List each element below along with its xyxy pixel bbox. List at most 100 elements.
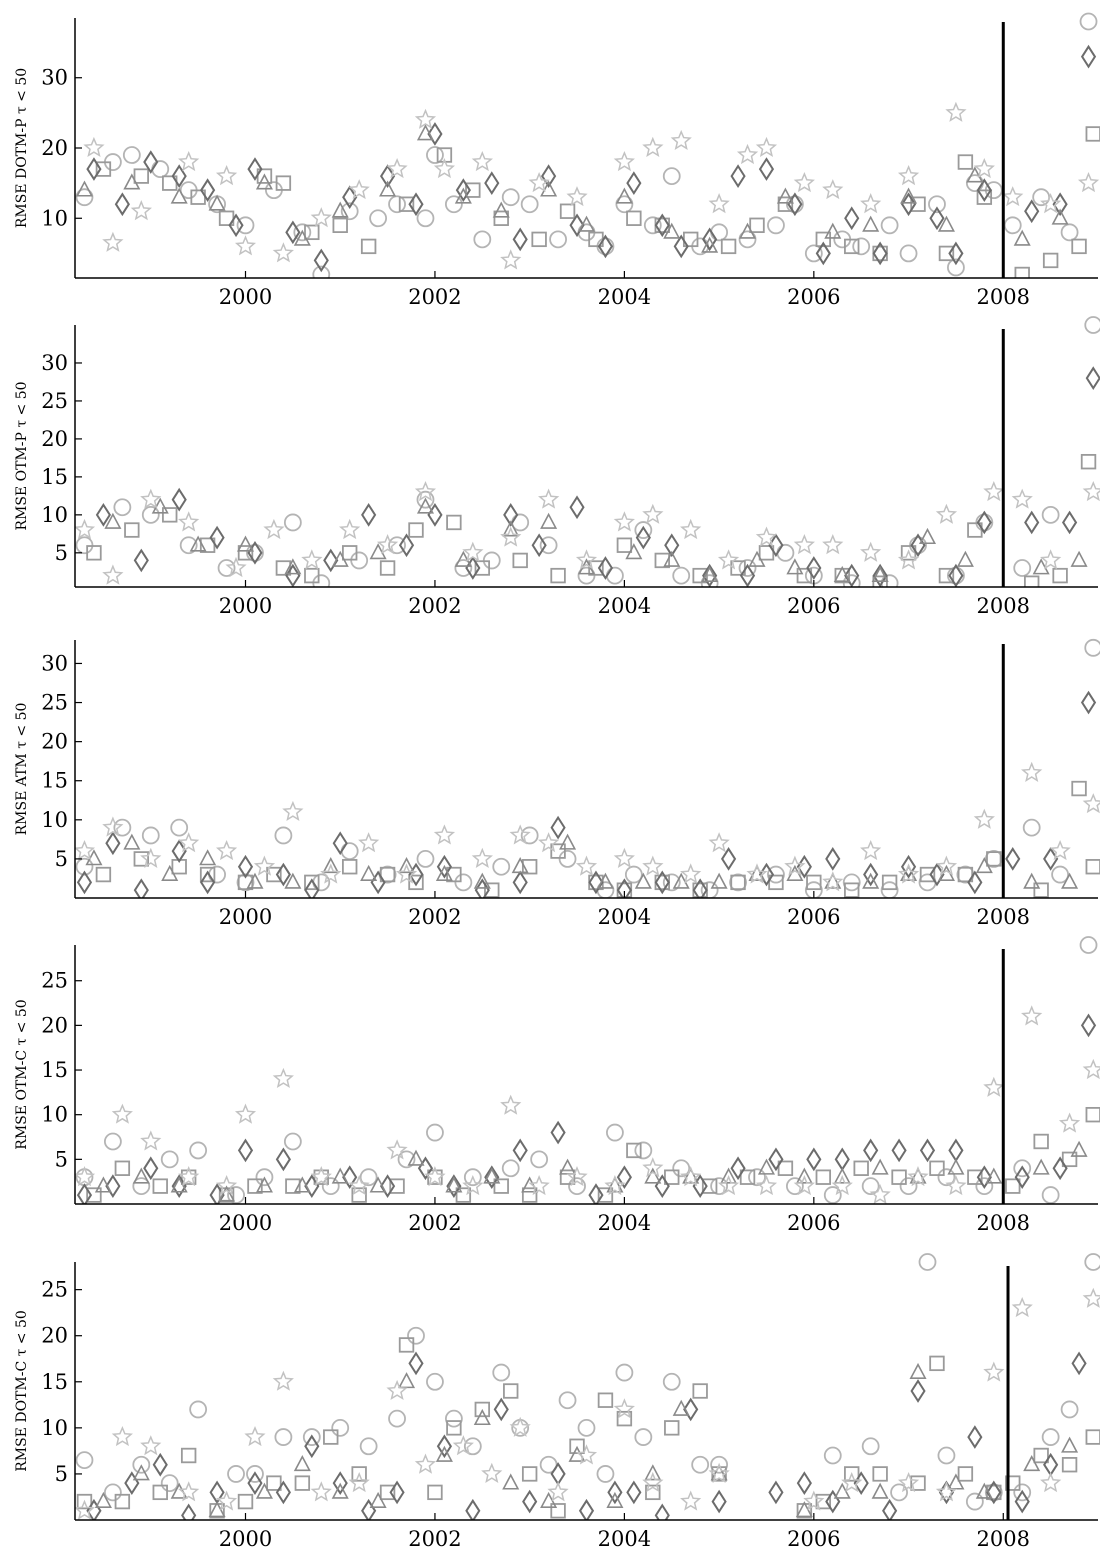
point-diamond <box>446 1174 462 1198</box>
point-diamond <box>825 847 841 871</box>
point-triangle <box>682 1167 700 1184</box>
point-star <box>1049 839 1071 861</box>
point-star <box>1040 1471 1062 1493</box>
point-star <box>784 855 806 876</box>
point-triangle <box>947 1473 965 1490</box>
point-star <box>102 231 124 252</box>
point-triangle <box>360 864 378 881</box>
point-triangle <box>331 1167 349 1184</box>
point-star <box>736 143 759 165</box>
y-tick-label: 5 <box>55 1462 68 1486</box>
point-triangle <box>615 187 633 204</box>
point-square <box>626 210 642 226</box>
point-diamond <box>114 192 130 217</box>
point-triangle <box>502 1473 520 1490</box>
point-circle <box>416 490 435 509</box>
point-diamond <box>588 1183 604 1204</box>
point-diamond <box>702 563 718 587</box>
point-triangle <box>540 180 558 197</box>
point-square <box>1080 453 1097 470</box>
point-star <box>215 839 238 861</box>
point-square <box>910 1475 926 1491</box>
point-square <box>626 1142 642 1159</box>
point-diamond <box>389 1480 405 1505</box>
point-square <box>398 196 415 212</box>
point-circle <box>501 1159 520 1178</box>
point-triangle <box>397 857 416 874</box>
point-square <box>692 1383 708 1399</box>
point-star <box>538 488 560 509</box>
point-circle <box>937 1168 956 1187</box>
point-diamond <box>626 171 642 195</box>
point-star <box>414 108 437 129</box>
point-triangle <box>379 180 397 197</box>
point-diamond <box>152 1452 168 1477</box>
point-circle <box>785 1177 804 1196</box>
point-star <box>613 847 635 869</box>
point-circle <box>615 195 634 214</box>
point-circle <box>151 160 170 178</box>
point-diamond <box>919 1138 936 1163</box>
y-tick-label: 10 <box>41 808 68 832</box>
point-triangle <box>331 201 349 218</box>
point-square <box>654 874 670 891</box>
point-diamond <box>758 157 775 181</box>
point-diamond <box>332 1471 348 1495</box>
point-circle <box>776 543 795 562</box>
point-diamond <box>967 870 983 895</box>
point-star <box>386 157 408 179</box>
point-triangle <box>757 1158 776 1175</box>
point-triangle <box>255 1176 273 1193</box>
point-diamond <box>493 1397 509 1422</box>
point-star <box>528 1174 550 1196</box>
point-square <box>162 507 178 523</box>
point-square <box>1071 238 1087 255</box>
point-square <box>550 843 566 859</box>
point-square <box>986 851 1002 867</box>
point-diamond <box>133 548 149 573</box>
point-triangle <box>862 215 880 232</box>
point-diamond <box>863 1138 879 1163</box>
point-diamond <box>578 1498 595 1520</box>
point-star <box>907 1166 929 1187</box>
point-star <box>83 136 105 157</box>
point-star <box>897 549 920 570</box>
point-circle <box>643 216 662 235</box>
point-triangle <box>663 550 681 567</box>
point-square <box>976 189 993 205</box>
point-circle <box>606 566 624 585</box>
point-circle <box>160 1150 179 1169</box>
point-star <box>1082 793 1100 814</box>
point-square <box>645 1484 661 1501</box>
point-circle <box>388 195 406 214</box>
point-square <box>664 1420 680 1436</box>
point-circle <box>634 1428 653 1446</box>
point-square <box>768 874 784 891</box>
point-square <box>446 514 462 531</box>
x-tick-label: 2004 <box>598 285 651 309</box>
point-triangle <box>672 1399 690 1416</box>
point-diamond <box>891 1138 907 1163</box>
point-star <box>841 1471 863 1493</box>
point-star <box>1058 1112 1081 1133</box>
point-square <box>285 1178 301 1194</box>
point-circle <box>606 1123 624 1142</box>
point-triangle <box>1051 208 1069 225</box>
point-star <box>178 832 200 853</box>
point-square <box>427 1484 443 1501</box>
point-circle <box>113 818 132 837</box>
point-diamond <box>597 234 614 259</box>
point-square <box>777 1160 794 1176</box>
point-circle <box>861 1177 880 1196</box>
point-diamond <box>1005 847 1021 871</box>
point-square <box>275 175 292 191</box>
point-circle <box>321 1177 340 1196</box>
point-circle <box>1079 12 1098 31</box>
point-triangle <box>1023 1455 1041 1472</box>
point-square <box>815 1493 832 1510</box>
point-circle <box>227 1465 245 1483</box>
point-circle <box>416 209 435 228</box>
point-triangle <box>416 124 435 141</box>
point-circle <box>852 237 871 256</box>
x-tick-label: 2006 <box>787 1211 840 1235</box>
